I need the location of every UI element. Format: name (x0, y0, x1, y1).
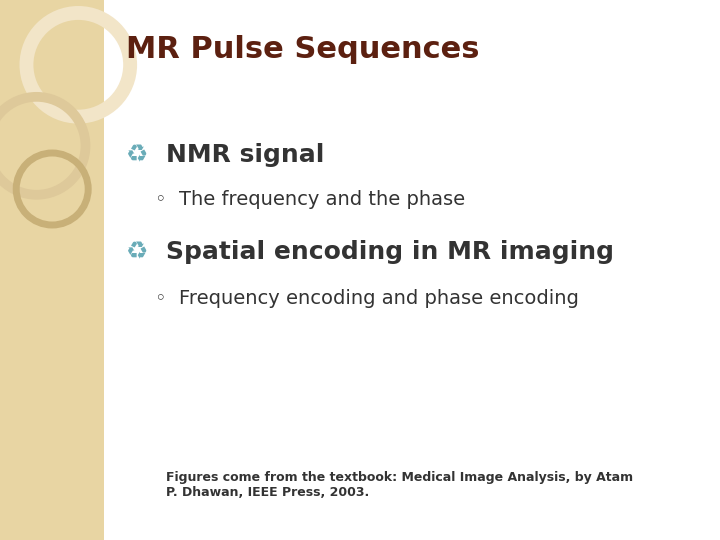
Text: ♻: ♻ (126, 240, 148, 264)
Text: NMR signal: NMR signal (166, 143, 324, 167)
Text: MR Pulse Sequences: MR Pulse Sequences (126, 35, 480, 64)
Text: ◦  The frequency and the phase: ◦ The frequency and the phase (155, 190, 465, 209)
FancyBboxPatch shape (0, 0, 104, 540)
Text: Figures come from the textbook: Medical Image Analysis, by Atam
P. Dhawan, IEEE : Figures come from the textbook: Medical … (166, 471, 633, 500)
Text: ♻: ♻ (126, 143, 148, 167)
Text: ◦  Frequency encoding and phase encoding: ◦ Frequency encoding and phase encoding (155, 289, 579, 308)
Text: Spatial encoding in MR imaging: Spatial encoding in MR imaging (166, 240, 613, 264)
